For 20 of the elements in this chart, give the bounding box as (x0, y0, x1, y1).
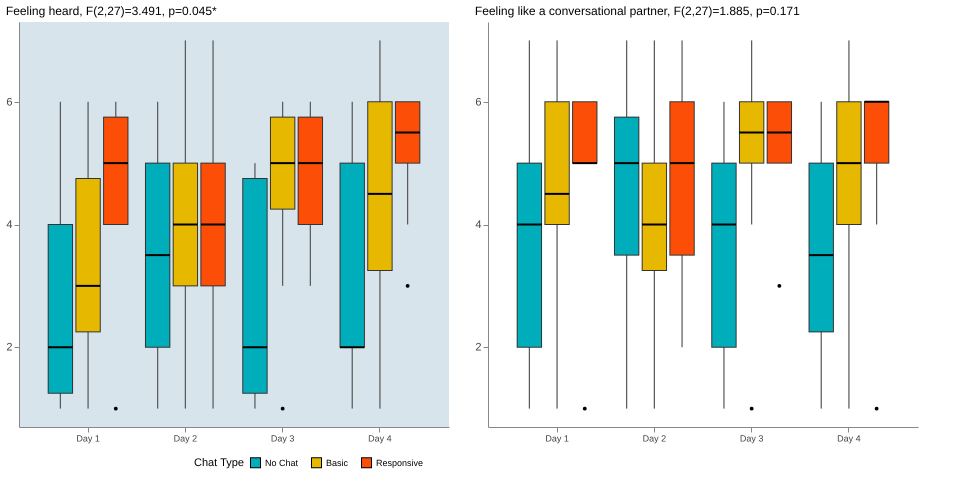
y-tick-label: 6 (475, 96, 482, 108)
y-tick-label: 4 (475, 219, 482, 231)
y-tick-label: 2 (6, 342, 12, 354)
legend-title: Chat Type (194, 457, 244, 469)
legend-label: No Chat (265, 458, 299, 468)
x-tick-label: Day 3 (740, 434, 764, 444)
x-tick-label: Day 2 (174, 434, 198, 444)
x-tick-label: Day 1 (545, 434, 569, 444)
legend-label: Basic (326, 458, 349, 468)
chart-title: Feeling like a conversational partner, F(2,27)=1.885, p=0.171 (474, 4, 800, 18)
y-tick-label: 6 (6, 96, 12, 108)
x-tick-label: Day 1 (76, 434, 100, 444)
y-tick-label: 4 (6, 219, 12, 231)
legend-label: Responsive (376, 458, 424, 468)
x-tick-label: Day 4 (368, 434, 392, 444)
x-tick-label: Day 4 (837, 434, 861, 444)
x-tick-label: Day 2 (642, 434, 666, 444)
x-tick-label: Day 3 (270, 434, 294, 444)
y-tick-label: 2 (475, 342, 482, 354)
chart-title: Feeling heard, F(2,27)=3.491, p=0.045* (6, 4, 218, 18)
